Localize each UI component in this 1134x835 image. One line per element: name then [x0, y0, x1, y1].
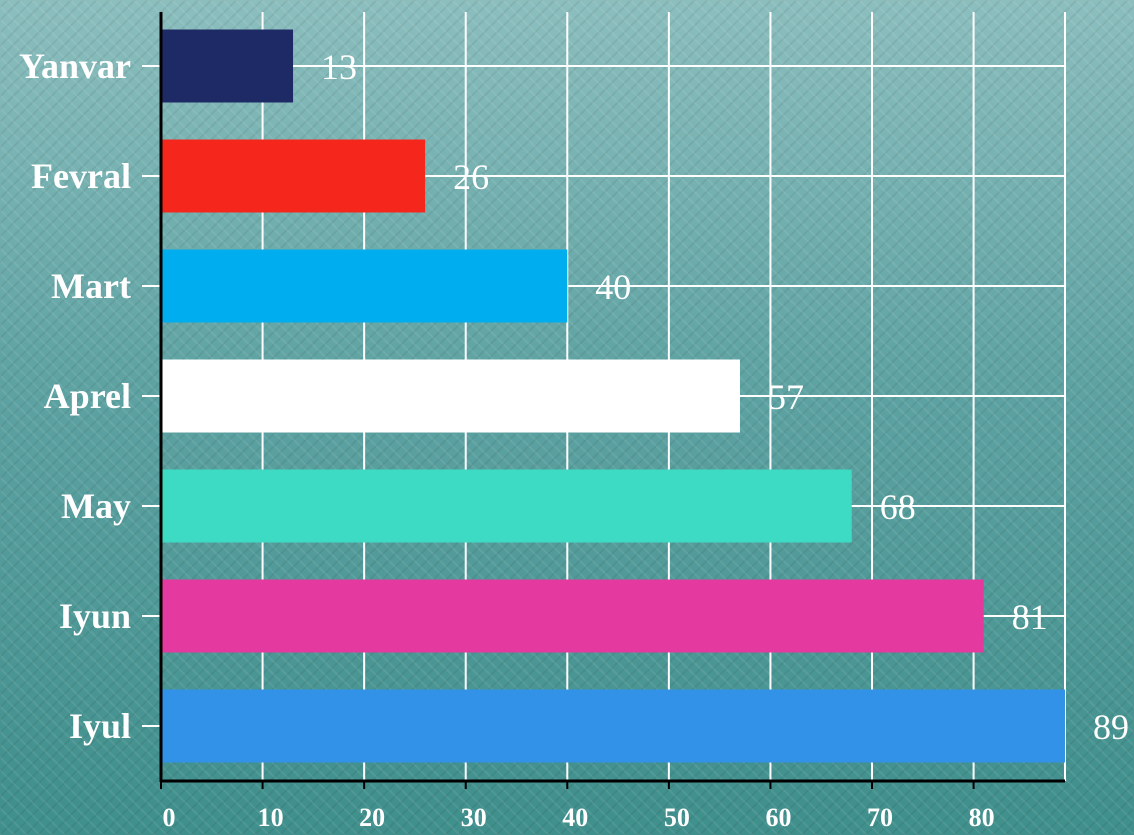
- bar-aprel: [161, 359, 740, 433]
- category-label: Mart: [51, 266, 131, 306]
- category-label: Fevral: [31, 156, 131, 196]
- x-tick-label: 80: [969, 803, 995, 832]
- category-label: Aprel: [44, 376, 131, 416]
- bar-mart: [161, 249, 568, 323]
- value-label: 68: [880, 487, 916, 527]
- bar-iyul: [161, 689, 1065, 763]
- category-label: Iyun: [59, 596, 131, 636]
- labels: Yanvar 13 Fevral 26 Mart 40 Aprel 57 May 68 Iyun 81…: [19, 46, 1129, 832]
- bars: [161, 29, 1065, 763]
- x-tick-label: 10: [258, 803, 284, 832]
- value-label: 13: [321, 47, 357, 87]
- value-label: 40: [595, 267, 631, 307]
- value-label: 57: [768, 377, 804, 417]
- bar-yanvar: [161, 29, 294, 103]
- bar-iyun: [161, 579, 984, 653]
- x-tick-label: 20: [359, 803, 385, 832]
- x-tick-label: 70: [867, 803, 893, 832]
- bar-fevral: [161, 139, 426, 213]
- x-tick-label: 40: [562, 803, 588, 832]
- value-label: 89: [1093, 707, 1129, 747]
- category-label: Yanvar: [19, 46, 131, 86]
- x-tick-label: 0: [163, 803, 176, 832]
- bar-may: [161, 469, 852, 543]
- value-label: 26: [453, 157, 489, 197]
- axes: [142, 12, 1065, 789]
- x-tick-label: 50: [664, 803, 690, 832]
- category-label: May: [61, 486, 131, 526]
- x-tick-label: 60: [765, 803, 791, 832]
- value-label: 81: [1012, 597, 1048, 637]
- category-label: Iyul: [69, 706, 131, 746]
- x-tick-label: 30: [461, 803, 487, 832]
